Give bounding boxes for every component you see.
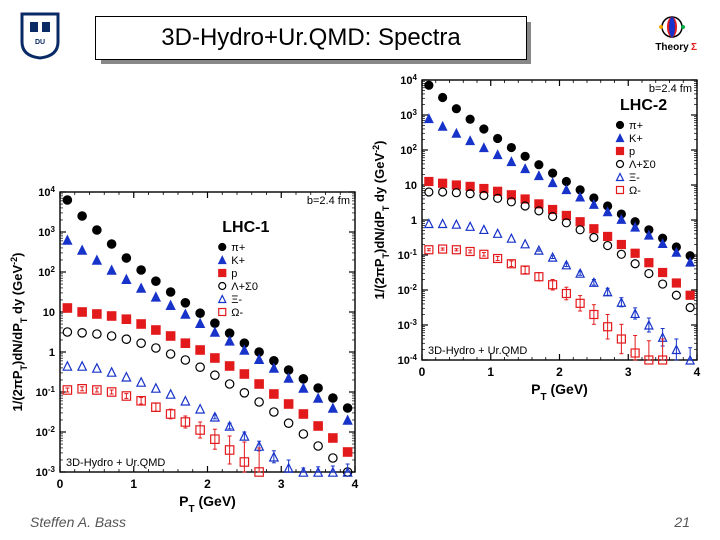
- svg-text:2: 2: [204, 477, 211, 491]
- svg-text:10-2: 10-2: [398, 283, 418, 298]
- svg-text:103: 103: [38, 225, 55, 240]
- page-number: 21: [674, 514, 690, 530]
- svg-text:10: 10: [43, 307, 55, 319]
- svg-text:10: 10: [405, 180, 417, 192]
- theory-logo-icon: Theory Σ: [644, 12, 700, 56]
- svg-text:3D-Hydro + Ur.QMD: 3D-Hydro + Ur.QMD: [66, 457, 165, 469]
- svg-text:104: 104: [400, 73, 417, 88]
- svg-text:PT (GeV): PT (GeV): [179, 493, 236, 515]
- slide-title: 3D-Hydro+Ur.QMD: Spectra: [161, 24, 460, 52]
- svg-text:10-1: 10-1: [398, 248, 418, 263]
- svg-text:PT (GeV): PT (GeV): [531, 381, 588, 403]
- svg-text:LHC-2: LHC-2: [620, 97, 667, 114]
- svg-text:102: 102: [38, 265, 55, 280]
- author-text: Steffen A. Bass: [30, 514, 126, 530]
- svg-text:10-3: 10-3: [398, 318, 418, 333]
- svg-text:0: 0: [419, 365, 426, 379]
- svg-text:Ξ-: Ξ-: [629, 172, 640, 184]
- svg-text:Ω-: Ω-: [629, 185, 641, 197]
- svg-text:π+: π+: [231, 242, 245, 254]
- svg-text:Λ+Σ0: Λ+Σ0: [629, 159, 656, 171]
- svg-text:K+: K+: [231, 255, 245, 267]
- svg-text:4: 4: [352, 477, 359, 491]
- svg-text:0: 0: [57, 477, 64, 491]
- svg-text:104: 104: [38, 185, 55, 200]
- svg-text:Ω-: Ω-: [231, 307, 243, 319]
- chart-lhc1: 0 1 2 3 4 PT (GeV) 10-3 10-2 10-1 1 10 102 103 104 1/(…: [5, 180, 380, 520]
- svg-text:2: 2: [556, 365, 563, 379]
- svg-text:Theory: Theory: [655, 42, 689, 53]
- chart-lhc2: 0 1 2 3 4 PT (GeV) 10-4 10-3 10-2 10-1 1 10 102 103 10…: [370, 70, 715, 410]
- svg-text:1: 1: [411, 215, 417, 227]
- svg-text:1/(2πPT)dN/dPT dy (GeV-2): 1/(2πPT)dN/dPT dy (GeV-2): [371, 140, 391, 299]
- svg-text:K+: K+: [629, 133, 643, 145]
- svg-text:103: 103: [400, 108, 417, 123]
- svg-text:1: 1: [487, 365, 494, 379]
- title-box: 3D-Hydro+Ur.QMD: Spectra: [95, 16, 527, 60]
- svg-text:1/(2πPT)dN/dPT dy (GeV-2): 1/(2πPT)dN/dPT dy (GeV-2): [9, 252, 29, 411]
- svg-text:p: p: [231, 268, 237, 280]
- svg-text:102: 102: [400, 143, 417, 158]
- svg-text:LHC-1: LHC-1: [222, 219, 269, 236]
- duke-logo-icon: DU: [20, 12, 60, 60]
- svg-text:π+: π+: [629, 120, 643, 132]
- svg-text:10-2: 10-2: [36, 425, 56, 440]
- svg-text:3D-Hydro + Ur.QMD: 3D-Hydro + Ur.QMD: [428, 345, 527, 357]
- svg-text:b=2.4 fm: b=2.4 fm: [649, 83, 692, 95]
- svg-text:Σ: Σ: [691, 42, 697, 53]
- svg-text:Ξ-: Ξ-: [231, 294, 242, 306]
- svg-text:3: 3: [278, 477, 285, 491]
- slide-root: DU Theory Σ 3D-Hydro+Ur.QMD: Spectra 0 1 2…: [0, 0, 720, 540]
- svg-text:3: 3: [625, 365, 632, 379]
- svg-text:Λ+Σ0: Λ+Σ0: [231, 281, 258, 293]
- svg-text:10-1: 10-1: [36, 385, 56, 400]
- svg-text:10-4: 10-4: [398, 353, 418, 368]
- svg-text:b=2.4 fm: b=2.4 fm: [307, 195, 350, 207]
- svg-text:DU: DU: [35, 39, 45, 46]
- svg-text:1: 1: [130, 477, 137, 491]
- svg-text:p: p: [629, 146, 635, 158]
- svg-text:10-3: 10-3: [36, 465, 56, 480]
- svg-text:1: 1: [49, 347, 55, 359]
- svg-text:4: 4: [694, 365, 701, 379]
